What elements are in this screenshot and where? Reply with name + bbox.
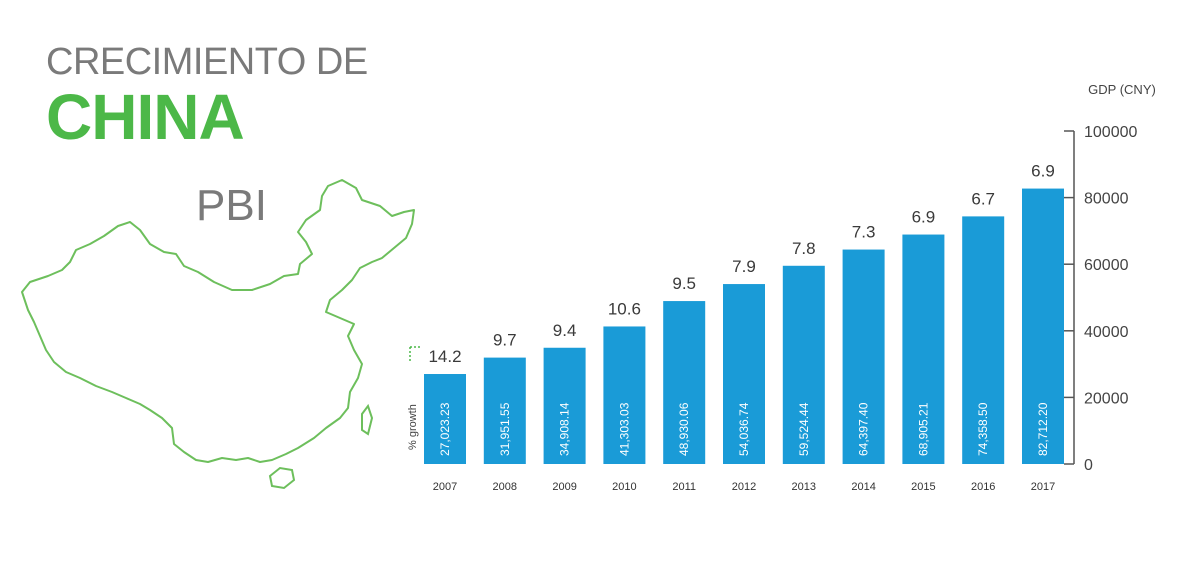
x-tick-labels: 2007 2008 2009 2010 2011 2012 2013 2014 2015 2016… bbox=[433, 481, 1055, 493]
x-tick-label: 2008 bbox=[493, 481, 517, 493]
growth-label: 6.9 bbox=[912, 208, 936, 227]
bar-2016 bbox=[962, 216, 1005, 464]
x-tick-label: 2015 bbox=[911, 481, 935, 493]
growth-label: 10.6 bbox=[608, 299, 641, 318]
bars-group bbox=[424, 188, 1064, 465]
bar-value-label: 68,905.21 bbox=[916, 402, 930, 456]
growth-label: 9.5 bbox=[672, 274, 696, 293]
bar-2017 bbox=[1022, 188, 1064, 465]
growth-label: 7.9 bbox=[732, 257, 756, 276]
x-tick-label: 2014 bbox=[851, 481, 875, 493]
growth-label: 9.7 bbox=[493, 331, 517, 350]
bar-value-label: 54,036.74 bbox=[737, 402, 751, 456]
title-block: CRECIMIENTO DE CHINA PBI bbox=[46, 38, 406, 228]
bar-value-label: 59,524.44 bbox=[797, 402, 811, 456]
bar-value-labels: 27,023.23 31,951.55 34,908.14 41,303.03 48,9… bbox=[438, 402, 1050, 456]
title-pbi: PBI bbox=[196, 181, 267, 230]
bar-2015 bbox=[902, 234, 945, 464]
bar-value-label: 74,358.50 bbox=[976, 402, 990, 456]
bar-value-label: 82,712.20 bbox=[1036, 402, 1050, 456]
bar-value-label: 27,023.23 bbox=[438, 402, 452, 456]
bar-value-label: 34,908.14 bbox=[558, 402, 572, 456]
hainan-island-path bbox=[268, 466, 296, 490]
x-tick-label: 2007 bbox=[433, 481, 457, 493]
growth-label: 14.2 bbox=[428, 347, 461, 366]
bar-2010 bbox=[603, 326, 646, 464]
bar-2014 bbox=[842, 249, 885, 464]
bar-value-label: 64,397.40 bbox=[857, 402, 871, 456]
x-tick-label: 2017 bbox=[1031, 481, 1055, 493]
bar-2009 bbox=[543, 347, 586, 464]
y-tick-label: 40000 bbox=[1084, 324, 1129, 341]
y-tick-label: 0 bbox=[1084, 457, 1093, 474]
y-axis: 0 20000 40000 60000 80000 100000 bbox=[1064, 124, 1137, 474]
bar-2007 bbox=[424, 374, 466, 464]
bar-value-label: 48,930.06 bbox=[677, 402, 691, 456]
growth-axis-label: % growth bbox=[407, 404, 419, 450]
growth-labels: 14.2 9.7 9.4 10.6 9.5 7.9 7.8 7.3 6.9 6.7 6.9 bbox=[428, 162, 1054, 366]
x-tick-label: 2011 bbox=[672, 481, 696, 493]
x-tick-label: 2009 bbox=[552, 481, 576, 493]
x-tick-label: 2010 bbox=[612, 481, 636, 493]
y-tick-label: 80000 bbox=[1084, 191, 1129, 208]
bar-2008 bbox=[483, 357, 526, 464]
bar-2013 bbox=[782, 265, 825, 464]
growth-label: 6.9 bbox=[1031, 162, 1055, 181]
growth-label: 9.4 bbox=[553, 321, 577, 340]
x-tick-label: 2013 bbox=[792, 481, 816, 493]
growth-label: 6.7 bbox=[971, 189, 995, 208]
bar-2012 bbox=[723, 284, 765, 464]
y-tick-label: 100000 bbox=[1084, 124, 1137, 141]
bar-value-label: 31,951.55 bbox=[498, 402, 512, 456]
y-tick-label: 20000 bbox=[1084, 390, 1129, 407]
y-axis-label: GDP (CNY) bbox=[1088, 82, 1156, 97]
china-map-path bbox=[21, 179, 415, 463]
x-tick-label: 2012 bbox=[732, 481, 756, 493]
growth-label: 7.3 bbox=[852, 223, 876, 242]
bar-value-label: 41,303.03 bbox=[617, 402, 631, 456]
growth-marker: % growth bbox=[407, 346, 420, 450]
title-crecimiento: CRECIMIENTO DE bbox=[46, 41, 368, 83]
taiwan-island-path bbox=[361, 403, 374, 436]
x-tick-label: 2016 bbox=[971, 481, 995, 493]
y-tick-label: 60000 bbox=[1084, 257, 1129, 274]
bar-2011 bbox=[663, 301, 706, 464]
growth-label: 7.8 bbox=[792, 239, 816, 258]
title-china: CHINA bbox=[46, 81, 245, 153]
